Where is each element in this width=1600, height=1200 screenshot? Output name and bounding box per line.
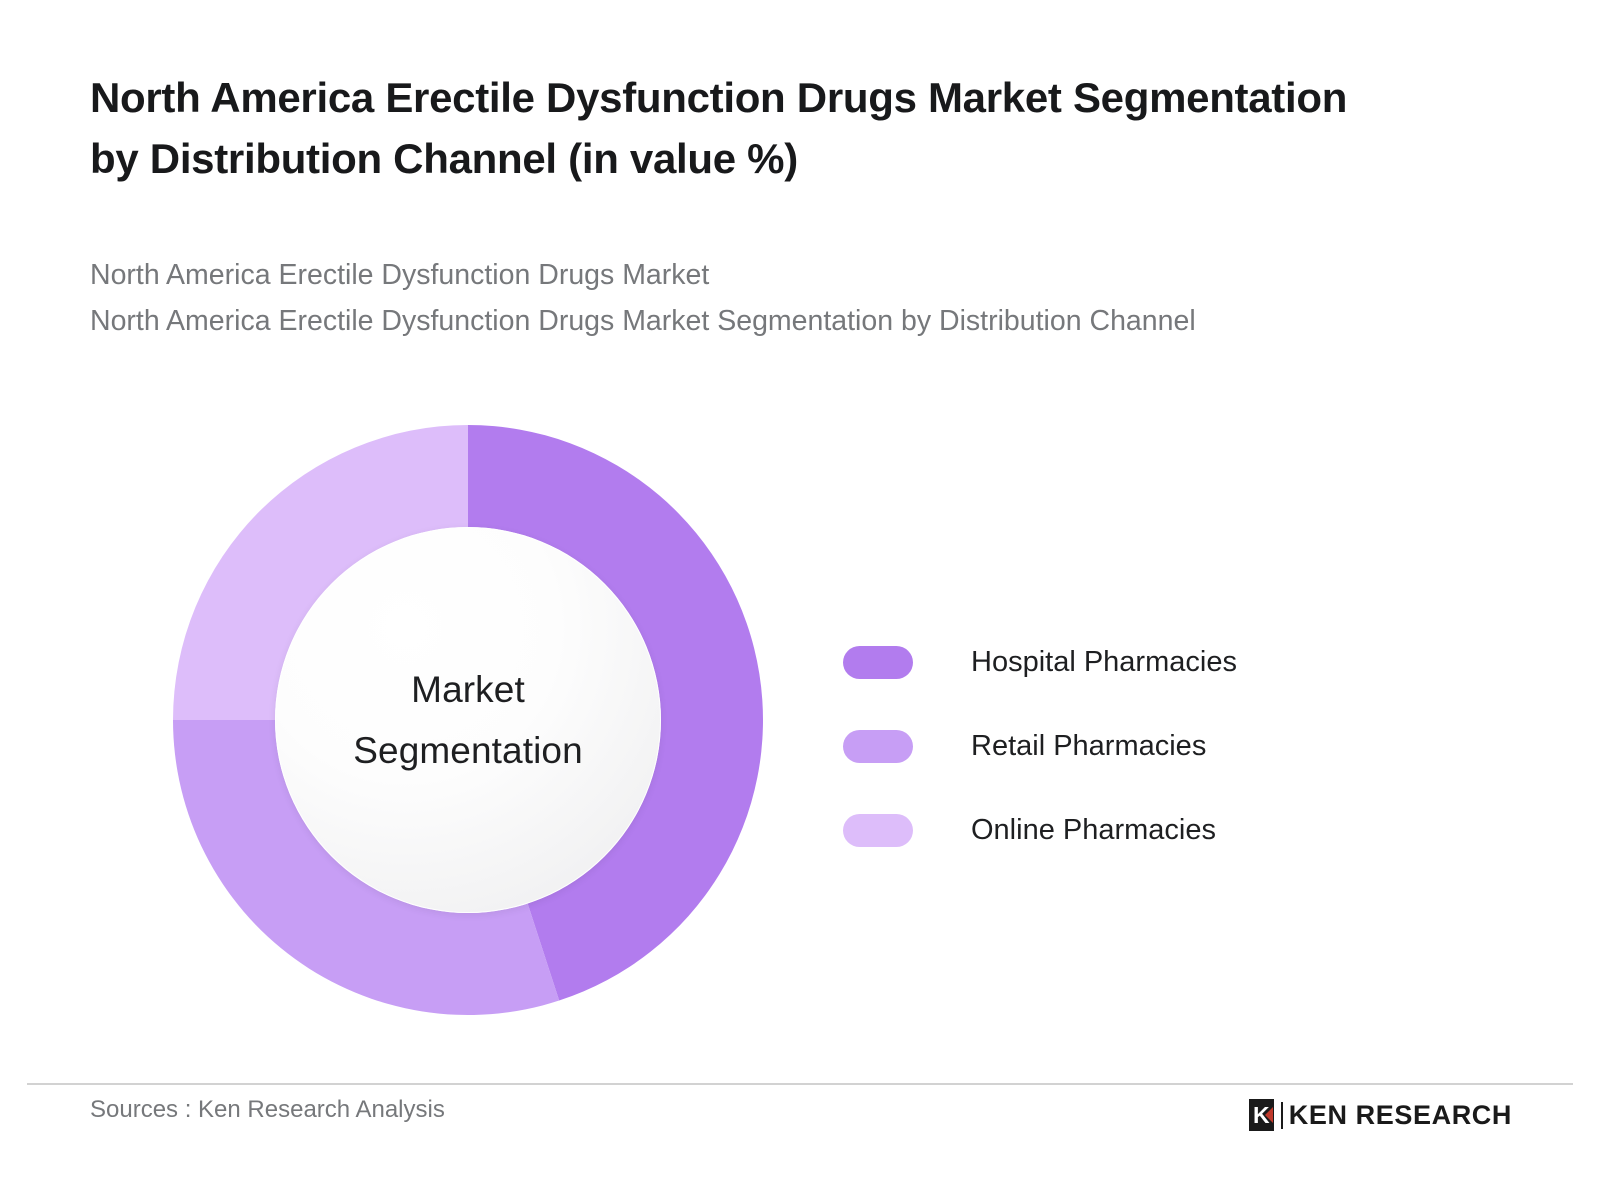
logo-separator-bar — [1280, 1101, 1283, 1129]
donut-chart: Market Segmentation — [0, 360, 940, 1060]
center-line-1: Market — [411, 668, 525, 710]
legend-item[interactable]: Hospital Pharmacies — [843, 620, 1443, 704]
subtitle-line-1: North America Erectile Dysfunction Drugs… — [90, 259, 710, 291]
ken-research-logo-mark-icon: K — [1248, 1099, 1274, 1131]
center-line-2: Segmentation — [353, 730, 583, 771]
page-title: North America Erectile Dysfunction Drugs… — [90, 74, 1348, 182]
legend-item[interactable]: Online Pharmacies — [843, 788, 1443, 872]
legend-swatch-icon — [843, 645, 913, 679]
legend-swatch-icon — [843, 729, 913, 763]
footer-source-text: Sources : Ken Research Analysis — [90, 1096, 445, 1123]
chart-legend: Hospital Pharmacies Retail Pharmacies Onli… — [843, 620, 1443, 872]
legend-item[interactable]: Retail Pharmacies — [843, 704, 1443, 788]
ken-research-logo: K KEN RESEARCH — [1248, 1098, 1512, 1132]
logo-triangle-icon — [1264, 1107, 1273, 1123]
chart-subtitle: North America Erectile Dysfunction Drugs… — [90, 252, 1600, 344]
brand-wordmark: KEN RESEARCH — [1288, 1099, 1512, 1130]
subtitle-line-2: North America Erectile Dysfunction Drugs… — [90, 305, 1196, 338]
legend-item-label: Hospital Pharmacies — [971, 645, 1237, 678]
legend-swatch-icon — [843, 813, 913, 847]
donut-center-label: Market Segmentation — [275, 527, 661, 913]
legend-item-label: Retail Pharmacies — [971, 729, 1207, 762]
legend-item-label: Online Pharmacies — [971, 813, 1216, 846]
footer-divider — [27, 1083, 1573, 1085]
